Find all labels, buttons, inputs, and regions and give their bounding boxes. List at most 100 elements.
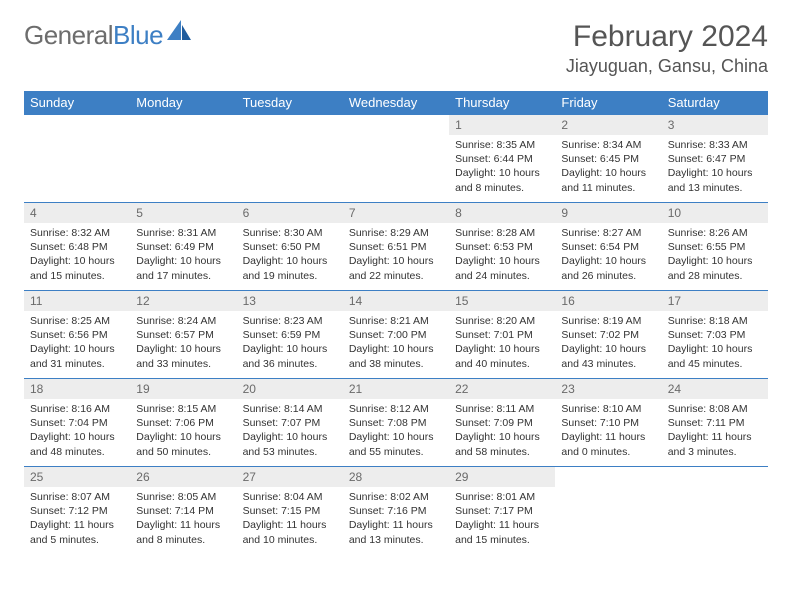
day-header: Monday	[130, 91, 236, 115]
daylight-text: and 38 minutes.	[349, 357, 443, 371]
month-title: February 2024	[566, 20, 768, 54]
day-details: Sunrise: 8:23 AMSunset: 6:59 PMDaylight:…	[237, 311, 343, 375]
day-details: Sunrise: 8:20 AMSunset: 7:01 PMDaylight:…	[449, 311, 555, 375]
day-cell: 9Sunrise: 8:27 AMSunset: 6:54 PMDaylight…	[555, 203, 661, 291]
sunset-text: Sunset: 7:03 PM	[668, 328, 762, 342]
day-header: Wednesday	[343, 91, 449, 115]
sunrise-text: Sunrise: 8:19 AM	[561, 314, 655, 328]
sunrise-text: Sunrise: 8:30 AM	[243, 226, 337, 240]
day-cell: 6Sunrise: 8:30 AMSunset: 6:50 PMDaylight…	[237, 203, 343, 291]
sunset-text: Sunset: 7:07 PM	[243, 416, 337, 430]
week-row: ........1Sunrise: 8:35 AMSunset: 6:44 PM…	[24, 115, 768, 203]
day-details: Sunrise: 8:29 AMSunset: 6:51 PMDaylight:…	[343, 223, 449, 287]
day-cell: 17Sunrise: 8:18 AMSunset: 7:03 PMDayligh…	[662, 291, 768, 379]
daylight-text: Daylight: 10 hours	[136, 342, 230, 356]
day-details: Sunrise: 8:27 AMSunset: 6:54 PMDaylight:…	[555, 223, 661, 287]
sunrise-text: Sunrise: 8:20 AM	[455, 314, 549, 328]
date-number: 11	[24, 291, 130, 311]
day-cell: ..	[24, 115, 130, 203]
date-number: 12	[130, 291, 236, 311]
day-details: Sunrise: 8:33 AMSunset: 6:47 PMDaylight:…	[662, 135, 768, 199]
sunrise-text: Sunrise: 8:26 AM	[668, 226, 762, 240]
daylight-text: Daylight: 10 hours	[455, 342, 549, 356]
header: GeneralBlue February 2024 Jiayuguan, Gan…	[24, 20, 768, 77]
daylight-text: and 15 minutes.	[30, 269, 124, 283]
daylight-text: and 19 minutes.	[243, 269, 337, 283]
sunrise-text: Sunrise: 8:08 AM	[668, 402, 762, 416]
date-number: 8	[449, 203, 555, 223]
logo-blue: Blue	[113, 20, 163, 50]
daylight-text: and 43 minutes.	[561, 357, 655, 371]
daylight-text: Daylight: 10 hours	[561, 254, 655, 268]
day-cell: 2Sunrise: 8:34 AMSunset: 6:45 PMDaylight…	[555, 115, 661, 203]
sunrise-text: Sunrise: 8:07 AM	[30, 490, 124, 504]
daylight-text: Daylight: 10 hours	[30, 342, 124, 356]
day-cell: 13Sunrise: 8:23 AMSunset: 6:59 PMDayligh…	[237, 291, 343, 379]
day-details: Sunrise: 8:16 AMSunset: 7:04 PMDaylight:…	[24, 399, 130, 463]
daylight-text: Daylight: 10 hours	[561, 342, 655, 356]
daylight-text: Daylight: 10 hours	[455, 430, 549, 444]
sunrise-text: Sunrise: 8:29 AM	[349, 226, 443, 240]
daylight-text: Daylight: 11 hours	[561, 430, 655, 444]
day-cell: ..	[343, 115, 449, 203]
daylight-text: and 13 minutes.	[668, 181, 762, 195]
sunrise-text: Sunrise: 8:27 AM	[561, 226, 655, 240]
sunrise-text: Sunrise: 8:04 AM	[243, 490, 337, 504]
date-number: 14	[343, 291, 449, 311]
date-number: 28	[343, 467, 449, 487]
day-details: Sunrise: 8:05 AMSunset: 7:14 PMDaylight:…	[130, 487, 236, 551]
sunset-text: Sunset: 6:55 PM	[668, 240, 762, 254]
sunset-text: Sunset: 7:00 PM	[349, 328, 443, 342]
daylight-text: Daylight: 10 hours	[349, 342, 443, 356]
day-cell: 15Sunrise: 8:20 AMSunset: 7:01 PMDayligh…	[449, 291, 555, 379]
daylight-text: Daylight: 10 hours	[243, 342, 337, 356]
day-cell: 14Sunrise: 8:21 AMSunset: 7:00 PMDayligh…	[343, 291, 449, 379]
sunset-text: Sunset: 6:59 PM	[243, 328, 337, 342]
day-cell: 25Sunrise: 8:07 AMSunset: 7:12 PMDayligh…	[24, 467, 130, 555]
daylight-text: Daylight: 10 hours	[136, 254, 230, 268]
daylight-text: and 58 minutes.	[455, 445, 549, 459]
sunset-text: Sunset: 6:47 PM	[668, 152, 762, 166]
date-number: 22	[449, 379, 555, 399]
sunset-text: Sunset: 7:06 PM	[136, 416, 230, 430]
week-row: 18Sunrise: 8:16 AMSunset: 7:04 PMDayligh…	[24, 379, 768, 467]
sunset-text: Sunset: 7:10 PM	[561, 416, 655, 430]
daylight-text: and 26 minutes.	[561, 269, 655, 283]
day-header: Sunday	[24, 91, 130, 115]
daylight-text: and 48 minutes.	[30, 445, 124, 459]
day-cell: 4Sunrise: 8:32 AMSunset: 6:48 PMDaylight…	[24, 203, 130, 291]
daylight-text: Daylight: 11 hours	[349, 518, 443, 532]
day-details: Sunrise: 8:30 AMSunset: 6:50 PMDaylight:…	[237, 223, 343, 287]
day-cell: ..	[662, 467, 768, 555]
date-number: 23	[555, 379, 661, 399]
date-number: 19	[130, 379, 236, 399]
week-row: 4Sunrise: 8:32 AMSunset: 6:48 PMDaylight…	[24, 203, 768, 291]
title-block: February 2024 Jiayuguan, Gansu, China	[566, 20, 768, 77]
day-cell: 20Sunrise: 8:14 AMSunset: 7:07 PMDayligh…	[237, 379, 343, 467]
day-cell: 19Sunrise: 8:15 AMSunset: 7:06 PMDayligh…	[130, 379, 236, 467]
date-number: 16	[555, 291, 661, 311]
day-header: Friday	[555, 91, 661, 115]
date-number: 3	[662, 115, 768, 135]
daylight-text: Daylight: 10 hours	[136, 430, 230, 444]
day-details: Sunrise: 8:28 AMSunset: 6:53 PMDaylight:…	[449, 223, 555, 287]
sunrise-text: Sunrise: 8:02 AM	[349, 490, 443, 504]
daylight-text: and 28 minutes.	[668, 269, 762, 283]
day-details: Sunrise: 8:26 AMSunset: 6:55 PMDaylight:…	[662, 223, 768, 287]
day-cell: 29Sunrise: 8:01 AMSunset: 7:17 PMDayligh…	[449, 467, 555, 555]
sunset-text: Sunset: 6:49 PM	[136, 240, 230, 254]
date-number: 13	[237, 291, 343, 311]
day-cell: 10Sunrise: 8:26 AMSunset: 6:55 PMDayligh…	[662, 203, 768, 291]
sunset-text: Sunset: 6:51 PM	[349, 240, 443, 254]
day-header: Saturday	[662, 91, 768, 115]
sunset-text: Sunset: 7:11 PM	[668, 416, 762, 430]
daylight-text: and 33 minutes.	[136, 357, 230, 371]
date-number: 18	[24, 379, 130, 399]
date-number: 24	[662, 379, 768, 399]
daylight-text: Daylight: 11 hours	[455, 518, 549, 532]
logo: GeneralBlue	[24, 20, 193, 51]
daylight-text: and 31 minutes.	[30, 357, 124, 371]
logo-text: GeneralBlue	[24, 20, 163, 51]
day-cell: 21Sunrise: 8:12 AMSunset: 7:08 PMDayligh…	[343, 379, 449, 467]
day-cell: 24Sunrise: 8:08 AMSunset: 7:11 PMDayligh…	[662, 379, 768, 467]
